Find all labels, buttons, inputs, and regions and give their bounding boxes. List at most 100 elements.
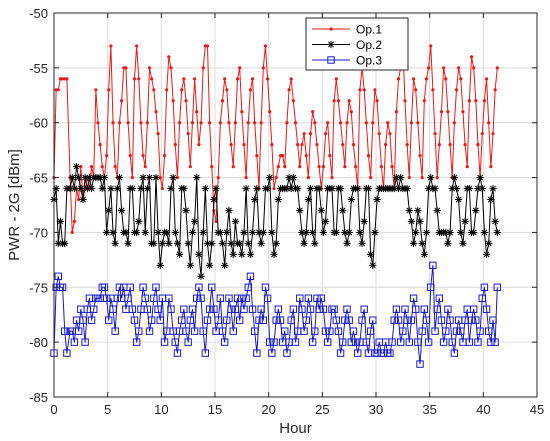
- data-point: [242, 143, 246, 147]
- data-point: [265, 77, 270, 81]
- data-point: [79, 165, 83, 169]
- data-point: [120, 99, 124, 103]
- data-point: [132, 77, 137, 81]
- data-point: [173, 239, 182, 247]
- x-tick-label: 35: [422, 402, 436, 417]
- data-point: [218, 327, 227, 335]
- data-point: [150, 239, 158, 247]
- data-point: [229, 327, 237, 335]
- data-point: [306, 184, 315, 193]
- data-point: [193, 173, 201, 182]
- data-point: [369, 316, 377, 324]
- data-point: [463, 143, 467, 147]
- data-point: [257, 239, 265, 247]
- data-point: [446, 316, 454, 324]
- data-point: [480, 132, 484, 136]
- data-point: [341, 143, 345, 147]
- data-point: [111, 121, 115, 125]
- data-point: [394, 110, 398, 114]
- data-point: [158, 239, 167, 247]
- data-point: [268, 349, 276, 357]
- x-tick-label: 0: [50, 402, 57, 417]
- data-point: [343, 165, 347, 169]
- data-point: [272, 186, 276, 191]
- data-point: [482, 305, 491, 313]
- data-point: [145, 327, 154, 335]
- data-point: [364, 184, 373, 193]
- data-point: [304, 294, 313, 302]
- data-point: [306, 305, 315, 313]
- data-point: [75, 173, 83, 182]
- data-point: [152, 173, 160, 182]
- data-point: [139, 283, 147, 291]
- legend-marker: [327, 40, 335, 49]
- data-point: [452, 184, 461, 193]
- data-point: [205, 305, 214, 313]
- data-point: [439, 338, 448, 346]
- data-point: [302, 316, 310, 324]
- data-point: [274, 305, 283, 313]
- data-point: [141, 294, 149, 302]
- x-tick-label: 5: [104, 402, 111, 417]
- legend-entry: Op.2: [312, 38, 382, 52]
- data-point: [223, 316, 231, 324]
- data-point: [480, 283, 489, 291]
- data-point: [457, 327, 465, 335]
- series-op-3: [50, 261, 501, 368]
- data-point: [448, 143, 452, 147]
- data-point: [184, 99, 188, 103]
- data-point: [171, 228, 179, 237]
- y-tick-label: -85: [29, 390, 48, 405]
- data-point: [291, 338, 300, 346]
- data-point: [420, 305, 429, 313]
- data-point: [268, 110, 272, 114]
- data-point: [493, 88, 497, 92]
- data-point: [293, 121, 298, 125]
- data-point: [208, 121, 212, 125]
- data-point: [313, 121, 317, 125]
- data-point: [465, 165, 469, 169]
- data-point: [70, 338, 79, 346]
- data-point: [349, 110, 353, 114]
- data-point: [487, 121, 491, 125]
- data-point: [72, 219, 76, 224]
- data-point: [319, 228, 328, 237]
- data-point: [313, 294, 321, 302]
- data-point: [431, 184, 439, 193]
- data-point: [289, 305, 298, 313]
- data-point: [308, 338, 317, 346]
- data-point: [399, 327, 407, 335]
- data-point: [259, 316, 268, 324]
- data-point: [308, 132, 313, 136]
- data-point: [248, 228, 257, 237]
- data-point: [281, 154, 285, 158]
- data-point: [87, 184, 96, 193]
- data-point: [132, 338, 141, 346]
- data-point: [405, 338, 413, 346]
- data-point: [373, 88, 377, 92]
- data-point: [156, 316, 164, 324]
- data-point: [61, 239, 69, 247]
- data-point: [418, 327, 426, 335]
- x-tick-label: 40: [476, 402, 490, 417]
- data-point: [345, 316, 353, 324]
- data-point: [375, 99, 379, 103]
- series-op-2: [50, 163, 501, 280]
- data-point: [493, 228, 501, 237]
- data-point: [128, 154, 132, 158]
- data-point: [276, 316, 285, 324]
- data-point: [163, 228, 171, 237]
- data-point: [231, 165, 235, 169]
- data-point: [190, 121, 195, 125]
- data-point: [470, 228, 478, 237]
- data-point: [405, 206, 413, 215]
- data-point: [180, 88, 184, 92]
- data-point: [332, 99, 336, 103]
- data-point: [424, 77, 429, 81]
- data-point: [79, 316, 87, 324]
- data-point: [102, 294, 111, 302]
- data-point: [416, 217, 424, 226]
- x-tick-label: 25: [315, 402, 329, 417]
- data-point: [358, 239, 366, 247]
- data-point: [285, 121, 289, 125]
